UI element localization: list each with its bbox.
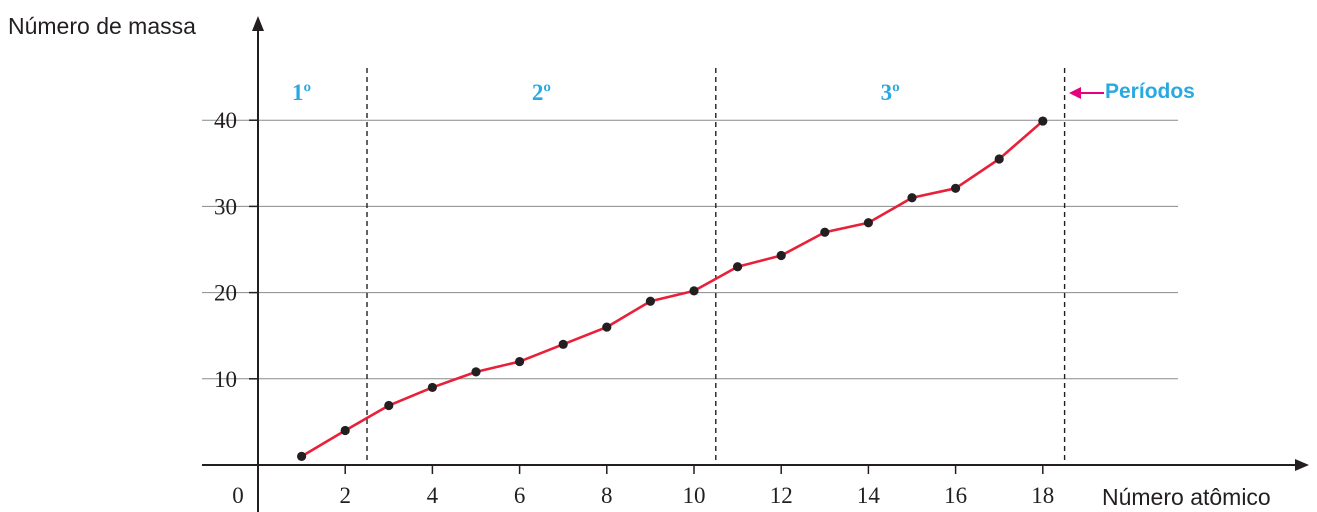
data-point [820, 227, 830, 237]
y-axis-title: Número de massa [8, 13, 196, 39]
periods-marker-arrow-icon [1069, 87, 1104, 99]
data-point [733, 262, 743, 272]
x-tick-label: 10 [683, 483, 706, 508]
period-boundaries [366, 68, 1066, 465]
y-tick-label: 20 [214, 281, 237, 306]
x-axis-title: Número atômico [1102, 484, 1271, 510]
data-point [776, 250, 786, 261]
data-point [427, 382, 437, 393]
data-point [471, 367, 481, 377]
grid-layer [202, 119, 1178, 380]
data-point [645, 296, 656, 306]
labels: Número de massa Número atômico 0 Período… [8, 13, 1271, 510]
x-tick-label: 6 [514, 483, 526, 508]
period-label: 1º [292, 80, 311, 105]
period-label: 3º [881, 80, 900, 105]
period-label: 2º [532, 80, 551, 105]
data-point [340, 425, 350, 436]
data-point [558, 339, 568, 349]
x-tick-label: 8 [601, 483, 613, 508]
periods-marker-label: Períodos [1105, 80, 1195, 103]
x-tick-label: 18 [1031, 483, 1054, 508]
y-axis-arrow-icon [252, 16, 264, 31]
data-point [384, 400, 394, 411]
x-tick-label: 12 [770, 483, 793, 508]
data-point [951, 183, 961, 193]
y-tick-label: 40 [214, 108, 237, 133]
axes [202, 16, 1309, 512]
origin-label: 0 [232, 483, 244, 508]
x-tick-label: 2 [339, 483, 351, 508]
y-tick-label: 30 [214, 194, 237, 219]
data-point [689, 286, 699, 296]
data-point [907, 193, 917, 203]
x-tick-label: 14 [857, 483, 881, 508]
data-point [863, 218, 874, 228]
data-point [602, 322, 612, 332]
y-tick-label: 10 [214, 367, 237, 392]
x-axis-arrow-icon [1295, 459, 1309, 471]
data-point [994, 154, 1004, 164]
x-tick-label: 16 [944, 483, 967, 508]
data-point [297, 451, 307, 461]
data-point [515, 356, 525, 367]
ticks: 2 4 6 8 10 12 14 16 18 10 20 30 40 [214, 108, 1054, 508]
series [297, 116, 1048, 461]
series-line [300, 120, 1044, 458]
data-point [1038, 116, 1048, 126]
x-tick-label: 4 [427, 483, 439, 508]
